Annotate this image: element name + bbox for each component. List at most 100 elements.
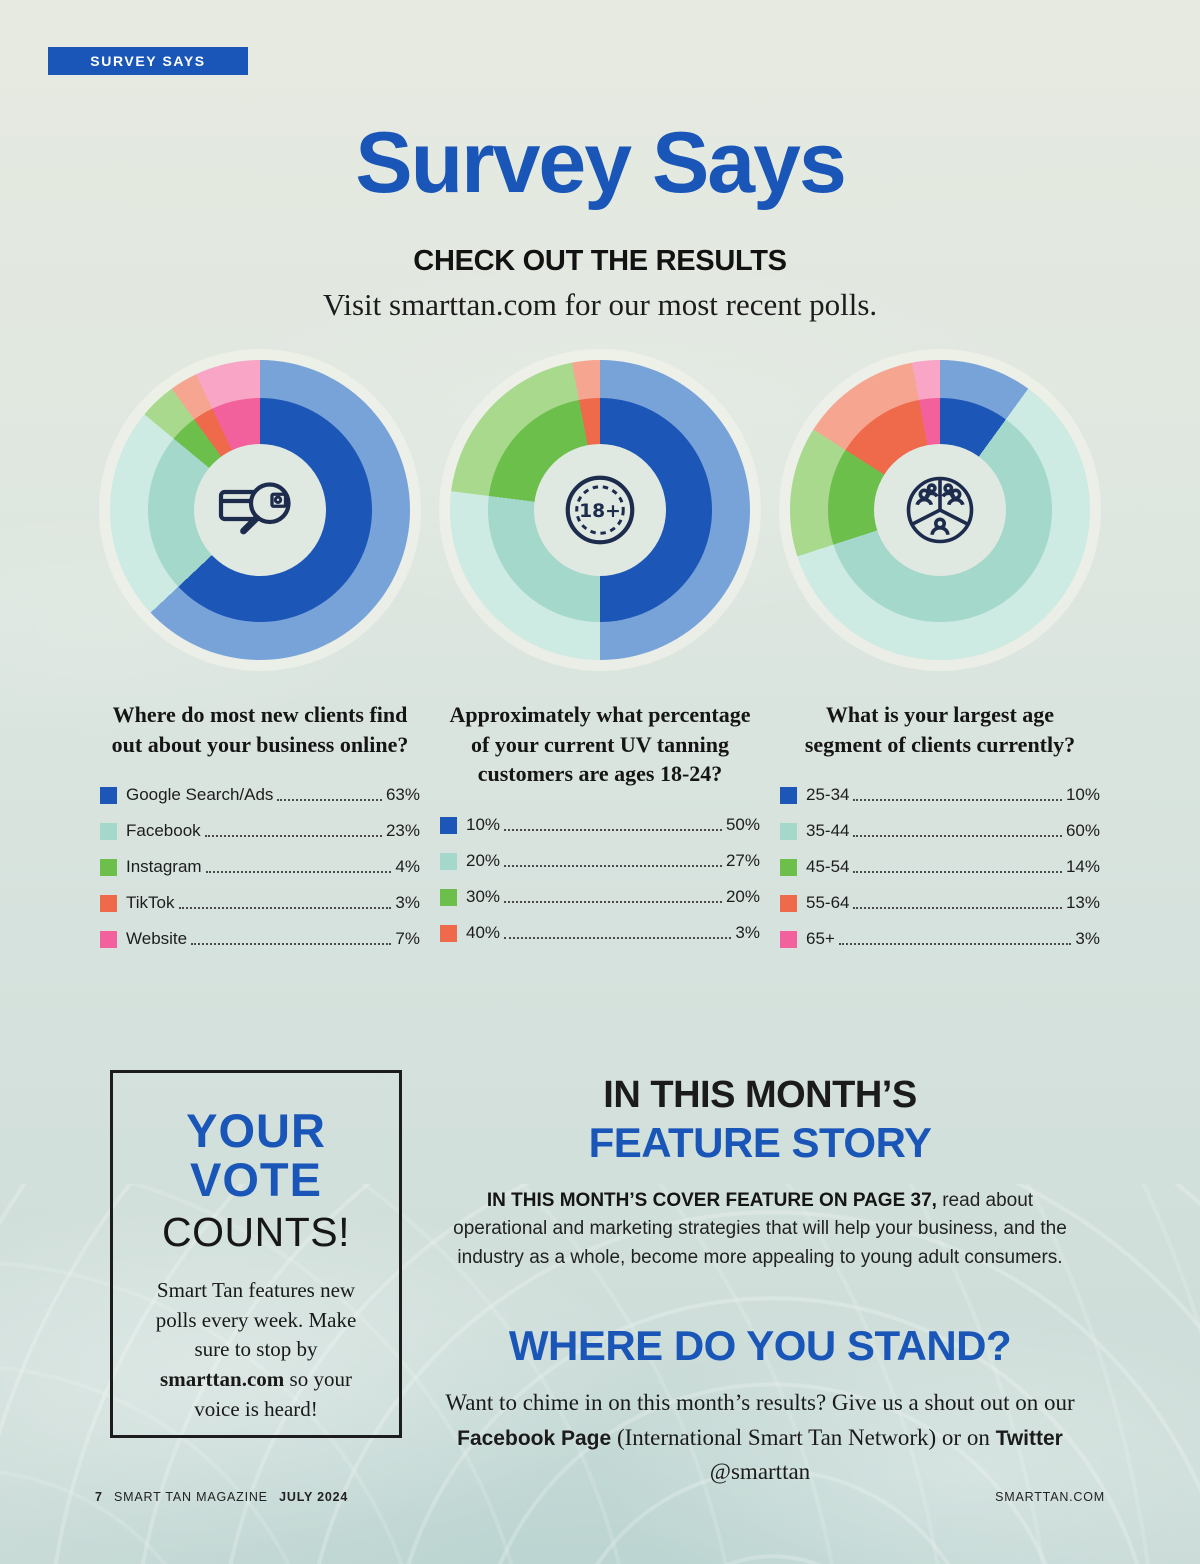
legend-label: 20% [466, 851, 501, 871]
feature-lead: IN THIS MONTH’S COVER FEATURE ON PAGE 37… [486, 1189, 937, 1211]
legend-label: Instagram [126, 857, 202, 877]
results-kicker: CHECK OUT THE RESULTS [413, 245, 787, 277]
donut-hole [194, 444, 326, 576]
legend-leader [178, 907, 392, 910]
feature-kicker: IN THIS MONTH’S [603, 1074, 917, 1116]
legend-label: Google Search/Ads [126, 785, 274, 805]
legend-label: 65+ [806, 929, 835, 949]
survey-question: What is your largest age segment of clie… [804, 702, 1076, 757]
legend-label: 55-64 [806, 893, 850, 913]
legend-value: 3% [395, 893, 420, 913]
legend-swatch [440, 853, 457, 871]
legend-leader [205, 871, 392, 874]
footer-page-number: 7 [95, 1490, 103, 1504]
legend-swatch [780, 931, 797, 949]
legend-leader [504, 901, 722, 904]
legend-row: 25-34 10% [780, 785, 1100, 805]
legend-swatch [780, 895, 797, 913]
legend-leader [853, 907, 1062, 910]
legend-swatch [780, 787, 797, 805]
footer-left: 7 SMART TAN MAGAZINE JULY 2024 [95, 1490, 355, 1504]
smarttan-link[interactable]: smarttan.com [160, 1367, 285, 1392]
vote-box-text: Smart Tan features new polls every week.… [140, 1276, 372, 1425]
stand-paragraph: Want to chime in on this month’s results… [430, 1386, 1090, 1490]
legend-swatch [100, 823, 117, 841]
vote-word-counts: COUNTS! [162, 1208, 350, 1255]
legend-row: 45-54 14% [780, 857, 1100, 877]
donut-chart [110, 360, 410, 660]
section-badge: SURVEY SAYS [48, 47, 248, 75]
legend-leader [504, 937, 732, 940]
survey-chart-age-segment: What is your largest age segment of clie… [770, 360, 1110, 965]
legend-leader [504, 829, 722, 832]
donut-hole: 18+ [534, 444, 666, 576]
footer-issue: JULY 2024 [279, 1490, 349, 1504]
survey-question: Approximately what percentage of your cu… [449, 702, 751, 787]
legend-value: 50% [725, 815, 760, 835]
stand-text-3: @smarttan [709, 1459, 811, 1485]
donut-hole [874, 444, 1006, 576]
legend-label: 35-44 [806, 821, 850, 841]
donut-chart: 18+ [450, 360, 750, 660]
legend-label: Facebook [126, 821, 201, 841]
legend-value: 27% [725, 851, 760, 871]
legend-label: TikTok [126, 893, 175, 913]
survey-question: Where do most new clients find out about… [111, 702, 409, 757]
legend-row: 35-44 60% [780, 821, 1100, 841]
feature-column: IN THIS MONTH’S FEATURE STORY IN THIS MO… [420, 1074, 1100, 1490]
legend-row: 10% 50% [440, 815, 760, 835]
legend: Google Search/Ads 63% Facebook 23% Instagram… [100, 785, 420, 965]
legend-row: Google Search/Ads 63% [100, 785, 420, 805]
legend-label: 30% [466, 887, 501, 907]
legend-swatch [780, 823, 797, 841]
legend-row: 55-64 13% [780, 893, 1100, 913]
legend-value: 63% [385, 785, 420, 805]
feature-story-title: FEATURE STORY [588, 1118, 932, 1166]
legend-row: 40% 3% [440, 923, 760, 943]
footer-site: SMARTTAN.COM [995, 1490, 1105, 1504]
legend-swatch [780, 859, 797, 877]
charts-section: Where do most new clients find out about… [0, 360, 1200, 965]
legend-swatch [440, 889, 457, 907]
legend-value: 7% [395, 929, 420, 949]
legend-row: 30% 20% [440, 887, 760, 907]
legend-leader [504, 865, 722, 868]
legend-row: Instagram 4% [100, 857, 420, 877]
legend-leader [191, 943, 392, 946]
legend-value: 20% [725, 887, 760, 907]
stand-text-2: (International Smart Tan Network) or on [611, 1424, 996, 1450]
legend-value: 23% [385, 821, 420, 841]
your-vote-counts-box: YOUR VOTE COUNTS! Smart Tan features new… [110, 1070, 402, 1438]
footer-magazine-name: SMART TAN MAGAZINE [114, 1490, 268, 1504]
survey-chart-online: Where do most new clients find out about… [90, 360, 430, 965]
donut-chart [790, 360, 1090, 660]
feature-body: read about operational and marketing str… [453, 1189, 1067, 1268]
where-do-you-stand-title: WHERE DO YOU STAND? [508, 1322, 1012, 1370]
legend-value: 13% [1065, 893, 1100, 913]
legend-swatch [440, 817, 457, 835]
vote-word-your: YOUR [186, 1104, 326, 1157]
legend-label: 40% [466, 923, 501, 943]
legend-leader [853, 871, 1062, 874]
18-plus-icon: 18+ [565, 475, 635, 545]
feature-paragraph: IN THIS MONTH’S COVER FEATURE ON PAGE 37… [438, 1187, 1083, 1273]
legend-label: 25-34 [806, 785, 850, 805]
svg-text:18+: 18+ [579, 501, 621, 522]
legend-label: 45-54 [806, 857, 850, 877]
age-groups-icon [906, 476, 974, 544]
legend-row: 20% 27% [440, 851, 760, 871]
legend-leader [838, 943, 1072, 946]
page-title: Survey Says [355, 115, 847, 211]
legend-swatch [100, 859, 117, 877]
legend-leader [277, 799, 382, 802]
legend-value: 3% [1075, 929, 1100, 949]
twitter-link[interactable]: Twitter [995, 1426, 1063, 1450]
legend-swatch [100, 895, 117, 913]
legend-row: Facebook 23% [100, 821, 420, 841]
legend-value: 3% [735, 923, 760, 943]
legend-row: 65+ 3% [780, 929, 1100, 949]
legend-leader [204, 835, 382, 838]
tagline: Visit smarttan.com for our most recent p… [322, 287, 878, 322]
facebook-page-link[interactable]: Facebook Page [457, 1426, 612, 1450]
